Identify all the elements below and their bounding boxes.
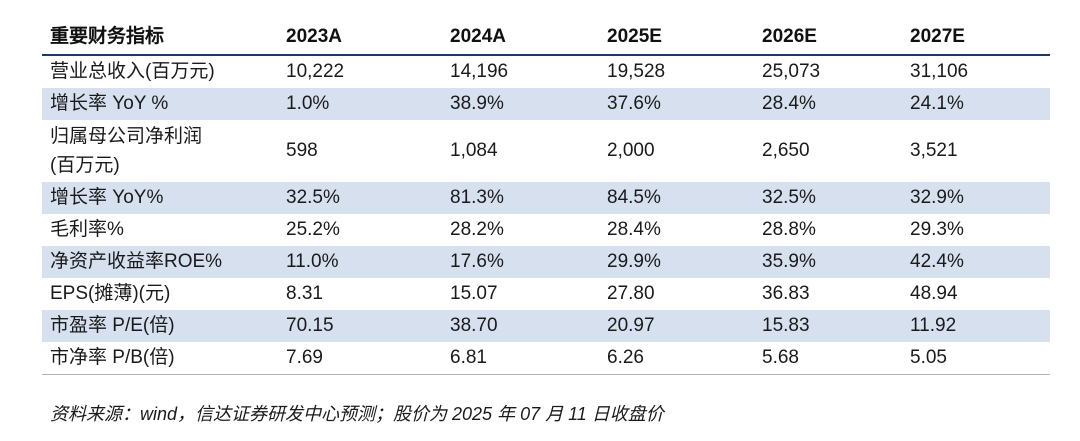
table-cell: 35.9% [754,246,902,278]
table-header-row: 重要财务指标 2023A 2024A 2025E 2026E 2027E [42,20,1050,56]
table-row: 毛利率% 25.2% 28.2% 28.4% 28.8% 29.3% [42,214,1050,246]
table-cell: 32.5% [754,182,902,214]
row-label: 归属母公司净利润 (百万元) [42,120,278,182]
header-cell-2027e: 2027E [902,20,1050,56]
header-cell-2025e: 2025E [599,20,754,56]
table-cell: 11.0% [278,246,442,278]
table-cell: 28.4% [607,219,661,240]
table-cell: 14,196 [450,61,509,82]
table-cell: 15.07 [450,283,498,304]
row-label: 净资产收益率ROE% [42,246,278,278]
row-label: 增长率 YoY % [42,88,278,120]
table-cell: 70.15 [278,310,442,342]
table-row: 增长率 YoY % 1.0% 38.9% 37.6% 28.4% 24.1% [42,88,1050,120]
table-cell: 1.0% [278,88,442,120]
table-cell: 27.80 [607,283,655,304]
table-cell: 2,000 [607,140,655,161]
header-cell-2024a: 2024A [442,20,599,56]
table-cell: 20.97 [599,310,754,342]
table-cell: 29.3% [910,219,964,240]
table-cell: 38.9% [442,88,599,120]
table-row: EPS(摊薄)(元) 8.31 15.07 27.80 36.83 48.94 [42,278,1050,310]
table-cell: 598 [286,140,318,161]
financial-indicators-table-container: 重要财务指标 2023A 2024A 2025E 2026E 2027E 营业总… [42,20,1050,375]
table-cell: 42.4% [902,246,1050,278]
table-cell: 25,073 [762,61,821,82]
table-cell: 6.26 [599,342,754,375]
table-cell: 29.9% [599,246,754,278]
row-label: 市净率 P/B(倍) [42,342,278,375]
table-cell: 5.05 [902,342,1050,375]
table-row: 市盈率 P/E(倍) 70.15 38.70 20.97 15.83 11.92 [42,310,1050,342]
row-label-line-1: 归属母公司净利润 [50,126,203,147]
financial-indicators-table: 重要财务指标 2023A 2024A 2025E 2026E 2027E 营业总… [42,20,1050,375]
row-label: 市盈率 P/E(倍) [42,310,278,342]
table-cell: 28.8% [762,219,816,240]
table-cell: 2,650 [762,140,810,161]
table-row: 市净率 P/B(倍) 7.69 6.81 6.26 5.68 5.05 [42,342,1050,375]
row-label: 营业总收入(百万元) [50,61,215,82]
row-label-line-2: (百万元) [50,155,120,176]
row-label: EPS(摊薄)(元) [50,283,171,304]
row-label: 增长率 YoY% [42,182,278,214]
table-cell: 8.31 [286,283,323,304]
table-cell: 11.92 [902,310,1050,342]
table-cell: 15.83 [754,310,902,342]
table-cell: 25.2% [286,219,340,240]
table-cell: 6.81 [442,342,599,375]
table-cell: 7.69 [278,342,442,375]
table-cell: 36.83 [762,283,810,304]
row-label: 毛利率% [50,219,124,240]
source-note: 资料来源：wind，信达证券研发中心预测；股价为 2025 年 07 月 11 … [50,404,664,424]
header-cell-indicator: 重要财务指标 [42,20,278,56]
table-cell: 1,084 [450,140,498,161]
header-cell-2023a: 2023A [278,20,442,56]
table-row: 归属母公司净利润 (百万元) 598 1,084 2,000 2,650 3,52… [42,120,1050,182]
table-row: 增长率 YoY% 32.5% 81.3% 84.5% 32.5% 32.9% [42,182,1050,214]
table-cell: 19,528 [607,61,666,82]
table-cell: 31,106 [910,61,969,82]
table-cell: 84.5% [599,182,754,214]
table-row: 营业总收入(百万元) 10,222 14,196 19,528 25,073 3… [42,55,1050,88]
table-cell: 5.68 [754,342,902,375]
table-cell: 32.9% [902,182,1050,214]
table-cell: 32.5% [278,182,442,214]
table-cell: 48.94 [910,283,958,304]
table-cell: 10,222 [286,61,345,82]
table-cell: 28.2% [450,219,504,240]
table-cell: 3,521 [910,140,958,161]
table-cell: 38.70 [442,310,599,342]
table-cell: 28.4% [754,88,902,120]
table-row: 净资产收益率ROE% 11.0% 17.6% 29.9% 35.9% 42.4% [42,246,1050,278]
table-cell: 37.6% [599,88,754,120]
header-cell-2026e: 2026E [754,20,902,56]
table-cell: 81.3% [442,182,599,214]
table-cell: 17.6% [442,246,599,278]
table-cell: 24.1% [902,88,1050,120]
